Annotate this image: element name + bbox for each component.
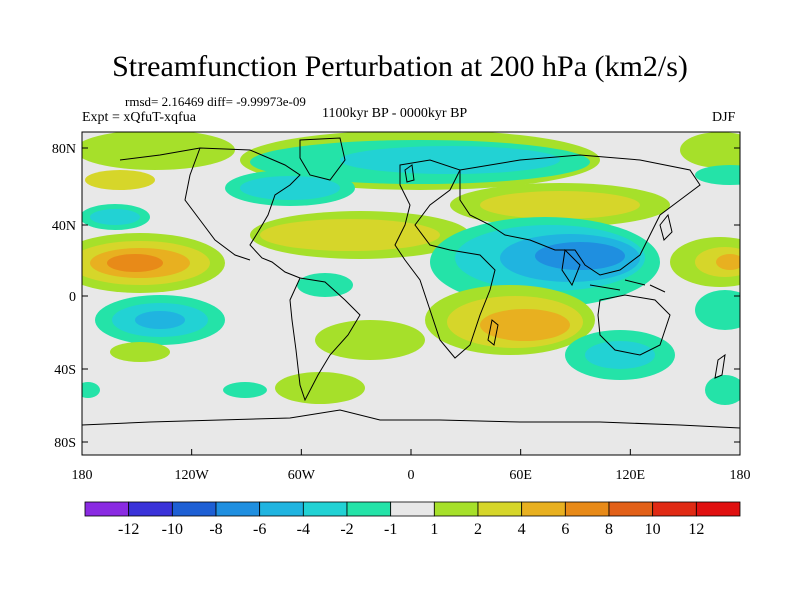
rmsd-label: rmsd= 2.16469 diff= -9.99973e-09 [125, 94, 306, 109]
x-tick-label: 120W [175, 468, 210, 483]
x-tick-label: 0 [408, 468, 415, 483]
x-tick-label: 120E [616, 468, 646, 483]
y-tick-label: 40N [52, 219, 76, 234]
y-tick-label: 80N [52, 142, 76, 157]
colorbar-swatch [128, 501, 173, 517]
colorbar-swatch [215, 501, 261, 517]
coastlines [82, 137, 740, 429]
colorbar-swatch [564, 501, 610, 517]
colorbar-swatch [521, 501, 566, 517]
colorbar-label: 8 [605, 521, 613, 538]
y-tick-label: 0 [69, 290, 76, 305]
colorbar-swatch [84, 501, 130, 517]
y-axis: 80N 40N 0 40S 80S [52, 142, 740, 451]
map-title: Streamfunction Perturbation at 200 hPa (… [112, 50, 688, 83]
colorbar-label: 2 [474, 521, 482, 538]
colorbar-swatch [390, 501, 435, 517]
colorbar-label: -8 [209, 521, 222, 538]
colorbar-swatch [259, 501, 304, 517]
colorbar-swatch [695, 501, 741, 517]
colorbar-swatch [171, 501, 217, 517]
colorbar-label: -2 [340, 521, 353, 538]
x-tick-label: 180 [72, 468, 93, 483]
colorbar-label: 1 [430, 521, 438, 538]
x-tick-label: 60W [288, 468, 316, 483]
colorbar-label: 10 [645, 521, 661, 538]
colorbar-swatch [477, 501, 523, 517]
x-tick-label: 60E [509, 468, 532, 483]
colorbar-swatch [608, 501, 654, 517]
x-tick-label: 180 [730, 468, 751, 483]
colorbar-swatch [652, 501, 697, 517]
period-label: 1100kyr BP - 0000kyr BP [322, 106, 468, 121]
y-tick-label: 40S [54, 363, 76, 378]
x-axis: 180 120W 60W 0 60E 120E 180 [72, 449, 751, 483]
experiment-label: Expt = xQfuT-xqfua [82, 110, 196, 125]
colorbar-label: -1 [384, 521, 397, 538]
colorbar-label: -4 [297, 521, 310, 538]
colorbar-label: 4 [518, 521, 526, 538]
y-tick-label: 80S [54, 436, 76, 451]
colorbar-swatch [302, 501, 348, 517]
colorbar-swatch [346, 501, 392, 517]
colorbar-swatch [433, 501, 479, 517]
season-label: DJF [712, 110, 736, 125]
contour-fields [82, 132, 740, 405]
colorbar-label: 12 [688, 521, 704, 538]
colorbar-label: -10 [162, 521, 183, 538]
colorbar-label: -6 [253, 521, 266, 538]
colorbar: -12 -10 -8 -6 -4 -2 -1 1 2 4 6 8 10 12 [84, 501, 741, 538]
colorbar-label: -12 [118, 521, 139, 538]
colorbar-label: 6 [561, 521, 569, 538]
